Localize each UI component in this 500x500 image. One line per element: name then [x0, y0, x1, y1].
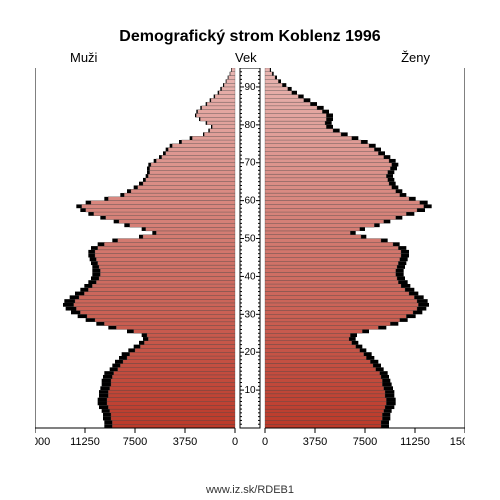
svg-text:70: 70: [244, 158, 256, 169]
label-age: Vek: [235, 50, 257, 65]
svg-text:50: 50: [244, 234, 256, 245]
svg-text:60: 60: [244, 196, 256, 207]
chart-container: Demografický strom Koblenz 1996 Muži Vek…: [0, 0, 500, 500]
svg-text:15000: 15000: [450, 436, 465, 448]
svg-text:80: 80: [244, 120, 256, 131]
svg-text:7500: 7500: [123, 436, 147, 448]
plot-svg: 10 20 30 40 50 60 70 80 90 0 0 3750 3750 7500 7500 112…: [35, 68, 465, 448]
svg-text:11250: 11250: [70, 436, 100, 448]
svg-text:0: 0: [262, 436, 268, 448]
footer-text: www.iz.sk/RDEB1: [0, 484, 500, 496]
svg-text:20: 20: [244, 347, 256, 358]
svg-text:3750: 3750: [303, 436, 327, 448]
svg-text:90: 90: [244, 82, 256, 93]
label-men: Muži: [70, 50, 97, 65]
label-women: Ženy: [401, 50, 430, 65]
svg-text:3750: 3750: [173, 436, 197, 448]
svg-text:30: 30: [244, 309, 256, 320]
svg-text:40: 40: [244, 271, 256, 282]
svg-text:15000: 15000: [35, 436, 50, 448]
svg-text:0: 0: [232, 436, 238, 448]
svg-text:11250: 11250: [400, 436, 430, 448]
chart-title: Demografický strom Koblenz 1996: [0, 28, 500, 46]
svg-text:10: 10: [244, 385, 256, 396]
svg-text:7500: 7500: [353, 436, 377, 448]
